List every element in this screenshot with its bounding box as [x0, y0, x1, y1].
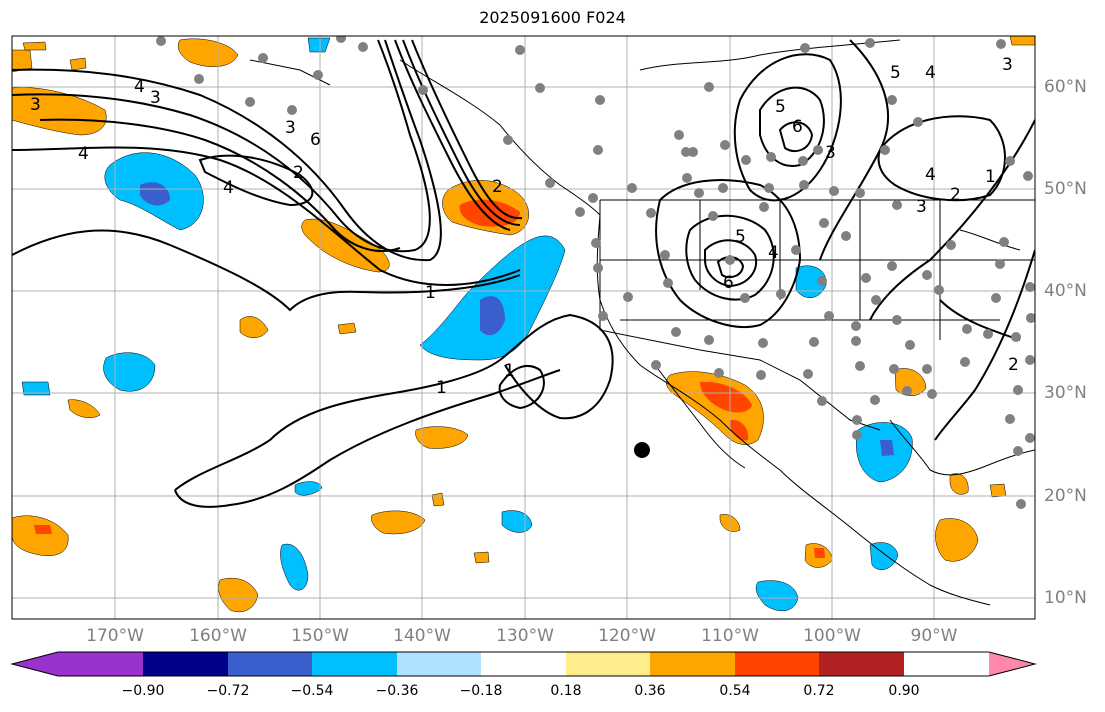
longitude-label: 110°W: [701, 626, 759, 646]
contour-label: 3: [30, 95, 41, 115]
contour-label: 4: [223, 178, 234, 198]
contour-label-layer: 3 3 4 4 3 2 6 4 1 1 1 5 4 6 5 6 3 4 1 2 …: [30, 55, 1019, 398]
contour-label: 6: [310, 130, 321, 150]
contour-label: 3: [825, 143, 836, 163]
colorbar-extension-min: [12, 652, 58, 676]
latitude-label: 30°N: [1044, 383, 1087, 403]
contour-label: 6: [792, 117, 803, 137]
location-marker: [634, 442, 650, 458]
contour-label: 3: [285, 118, 296, 138]
colorbar-tick-label: −0.18: [459, 683, 503, 699]
longitude-label: 120°W: [598, 626, 656, 646]
latitude-label: 50°N: [1044, 179, 1087, 199]
contour-label: 1: [985, 167, 996, 187]
colorbar: [10, 651, 1037, 677]
colorbar-tick-label: 0.72: [803, 683, 835, 699]
contour-label: 1: [425, 283, 436, 303]
latitude-label: 10°N: [1044, 588, 1087, 608]
longitude-label: 100°W: [803, 626, 861, 646]
contour-label: 2: [1008, 355, 1019, 375]
longitude-label: 140°W: [393, 626, 451, 646]
map-border: [11, 35, 1036, 620]
longitude-label: 150°W: [291, 626, 349, 646]
contour-label: 6: [723, 273, 734, 293]
contour-label: 4: [78, 144, 89, 164]
latitude-label: 60°N: [1044, 77, 1087, 97]
map-title: 2025091600 F024: [479, 8, 626, 27]
contour-label: 2: [293, 163, 304, 183]
contour-label: 1: [504, 361, 515, 381]
colorbar-segment: [143, 652, 228, 676]
colorbar-tick-label: 0.90: [888, 683, 920, 699]
longitude-label: 170°W: [86, 626, 144, 646]
contour-label: 5: [890, 63, 901, 83]
colorbar-tick-label: −0.90: [121, 683, 165, 699]
colorbar-tick-label: 0.18: [550, 683, 582, 699]
contour-label: 1: [436, 378, 447, 398]
colorbar-tick-label: −0.54: [290, 683, 334, 699]
colorbar-extension-max: [989, 652, 1035, 676]
colorbar-segment: [566, 652, 650, 676]
contour-label: 2: [492, 177, 503, 197]
colorbar-segment: [819, 652, 904, 676]
station-dots: [156, 36, 1035, 509]
colorbar-segment: [312, 652, 397, 676]
colorbar-segment: [481, 652, 566, 676]
latitude-label: 40°N: [1044, 281, 1087, 301]
colorbar-segment: [58, 652, 143, 676]
height-contours: [12, 39, 1035, 508]
longitude-label: 90°W: [910, 626, 958, 646]
contour-label: 4: [134, 77, 145, 97]
contour-label: 5: [735, 227, 746, 247]
longitude-label: 160°W: [189, 626, 247, 646]
colorbar-tick-label: −0.36: [375, 683, 419, 699]
map-grid: [12, 36, 1035, 619]
colorbar-segment: [397, 652, 481, 676]
colorbar-segment: [228, 652, 312, 676]
coastlines: [249, 39, 1035, 606]
contour-label: 5: [775, 97, 786, 117]
contour-label: 2: [950, 185, 961, 205]
colorbar-tick-label: 0.36: [634, 683, 666, 699]
colorbar-tick-label: 0.54: [719, 683, 751, 699]
colorbar-segment: [735, 652, 819, 676]
contour-label: 4: [925, 63, 936, 83]
contour-label: 3: [150, 88, 161, 108]
latitude-label: 20°N: [1044, 486, 1087, 506]
colorbar-tick-label: −0.72: [206, 683, 250, 699]
contour-label: 3: [1002, 55, 1013, 75]
longitude-label: 130°W: [496, 626, 554, 646]
contour-label: 3: [916, 197, 927, 217]
contour-label: 4: [925, 165, 936, 185]
colorbar-segment: [650, 652, 735, 676]
contour-label: 4: [768, 243, 779, 263]
